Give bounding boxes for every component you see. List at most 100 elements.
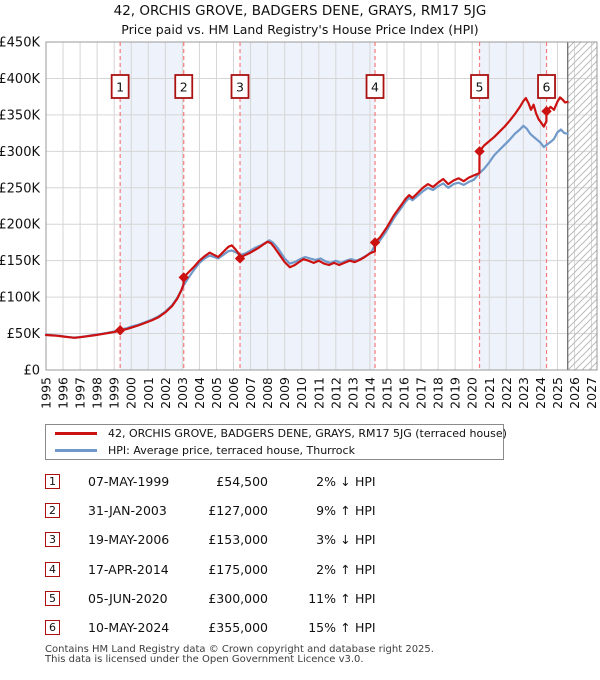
sale-point-marker [541, 106, 552, 117]
hpi-line-swatch [55, 449, 97, 452]
sale-price: £355,000 [208, 620, 268, 636]
property-line-swatch [55, 432, 97, 435]
x-axis-tick-label: 2013 [345, 377, 360, 409]
ownership-band [479, 42, 547, 370]
x-axis-tick-label: 2021 [482, 377, 497, 409]
x-axis-tick-label: 2010 [294, 377, 309, 409]
future-hatch-region [567, 42, 597, 370]
x-axis-tick-label: 2005 [209, 377, 224, 409]
sale-hpi-delta: 11% [308, 591, 336, 607]
sale-hpi-delta: 3% [316, 532, 336, 548]
sale-number-box [470, 74, 489, 99]
sale-number-box [537, 74, 556, 99]
sale-number-box-label: 4 [371, 80, 379, 95]
license-line-2: This data is licensed under the Open Gov… [45, 654, 364, 665]
sale-point-marker [234, 253, 246, 264]
sale-price: £300,000 [208, 591, 268, 607]
hpi-label: HPI [355, 532, 376, 548]
x-axis-tick-label: 2020 [465, 377, 480, 409]
x-axis-tick-label: 2000 [124, 377, 139, 409]
x-axis-tick-label: 2006 [226, 377, 241, 409]
arrow-down-icon: ↓ [340, 532, 351, 548]
table-row: 6 10-MAY-2024 £355,000 15% ↑ HPI [45, 620, 465, 636]
arrow-up-icon: ↑ [340, 502, 351, 518]
legend-label-property: 42, ORCHIS GROVE, BADGERS DENE, GRAYS, R… [108, 427, 507, 440]
x-axis-tick-label: 2003 [175, 377, 190, 409]
sale-number-box [110, 74, 130, 99]
sale-number-badge: 1 [45, 473, 60, 489]
chart-title: 42, ORCHIS GROVE, BADGERS DENE, GRAYS, R… [113, 3, 487, 19]
x-axis-tick-label: 1996 [56, 377, 71, 409]
hpi-label: HPI [355, 502, 376, 518]
property-price-line [44, 96, 569, 339]
table-row: 3 19-MAY-2006 £153,000 3% ↓ HPI [45, 532, 465, 548]
sale-number-box [174, 74, 194, 99]
x-axis-tick-label: 2025 [550, 377, 565, 409]
y-axis-tick-label: £450K [0, 36, 40, 51]
sale-point-marker [178, 272, 189, 283]
sale-date: 17-APR-2014 [88, 561, 169, 577]
x-axis-tick-label: 1998 [90, 377, 105, 409]
sale-point-marker [474, 146, 485, 157]
sale-point-marker [369, 237, 381, 248]
x-axis-tick-label: 2001 [141, 377, 156, 409]
sale-hpi-delta: 9% [316, 502, 336, 518]
price-chart: 1 2 3 4 5 6 £0 £50K £100K £150K £200K £250K £300K £35… [0, 36, 599, 409]
hpi-label: HPI [355, 561, 376, 577]
arrow-up-icon: ↑ [340, 620, 351, 636]
table-row: 5 05-JUN-2020 £300,000 11% ↑ HPI [45, 591, 465, 607]
x-axis-tick-label: 1995 [39, 377, 54, 409]
license-line-1: Contains HM Land Registry data © Crown c… [45, 644, 434, 655]
sale-hpi-delta: 2% [316, 473, 336, 489]
x-axis-tick-label: 2019 [448, 377, 463, 409]
x-axis-tick-label: 2027 [584, 377, 599, 409]
arrow-up-icon: ↑ [340, 561, 351, 577]
legend-item-property: 42, ORCHIS GROVE, BADGERS DENE, GRAYS, R… [55, 427, 507, 441]
sale-number-box-label: 6 [543, 80, 551, 95]
chart-subtitle: Price paid vs. HM Land Registry's House … [121, 22, 479, 37]
sale-number-badge: 5 [45, 591, 60, 607]
sale-number-box [230, 74, 250, 99]
x-axis-tick-label: 2004 [192, 377, 207, 409]
y-axis-tick-label: £50K [7, 327, 41, 342]
x-axis-tick-label: 2015 [379, 377, 394, 409]
sale-hpi-delta: 15% [308, 620, 336, 636]
x-axis-tick-label: 2008 [260, 377, 275, 409]
hpi-label: HPI [355, 620, 376, 636]
x-axis-tick-label: 2014 [362, 377, 377, 409]
sale-number-badge: 4 [45, 561, 60, 577]
plot-frame [45, 41, 598, 371]
table-row: 1 07-MAY-1999 £54,500 2% ↓ HPI [45, 473, 465, 489]
sale-date: 10-MAY-2024 [88, 620, 170, 636]
sale-number-box-label: 5 [476, 80, 484, 95]
x-axis-tick-label: 2011 [311, 377, 326, 409]
sale-number-box [365, 74, 385, 99]
x-axis-tick-label: 2017 [414, 377, 429, 409]
y-axis-tick-label: £100K [0, 291, 40, 306]
arrow-up-icon: ↑ [340, 591, 351, 607]
x-axis-tick-label: 2022 [499, 377, 514, 409]
sale-hpi-delta: 2% [316, 561, 336, 577]
sale-date: 05-JUN-2020 [88, 591, 168, 607]
sale-number-box-label: 3 [236, 80, 244, 95]
sale-number-badge: 3 [45, 532, 60, 548]
legend-label-hpi: HPI: Average price, terraced house, Thur… [108, 444, 355, 457]
y-axis-tick-label: £0 [23, 364, 40, 379]
sales-table: 1 07-MAY-1999 £54,500 2% ↓ HPI 2 31-JAN-… [45, 473, 465, 649]
y-axis-tick-label: £200K [0, 218, 40, 233]
x-axis-tick-label: 2007 [243, 377, 258, 409]
y-axis-tick-label: £350K [0, 108, 40, 123]
table-row: 4 17-APR-2014 £175,000 2% ↑ HPI [45, 561, 465, 577]
x-axis-tick-label: 2023 [516, 377, 531, 409]
x-axis-tick-label: 2002 [158, 377, 173, 409]
x-axis-tick-label: 1997 [73, 377, 88, 409]
y-axis-tick-label: £250K [0, 181, 40, 196]
sale-number-box-label: 2 [180, 80, 188, 95]
sale-date: 19-MAY-2006 [88, 532, 170, 548]
sale-price: £153,000 [208, 532, 268, 548]
arrow-down-icon: ↓ [340, 473, 351, 489]
table-row: 2 31-JAN-2003 £127,000 9% ↑ HPI [45, 502, 465, 518]
sale-price: £175,000 [208, 561, 268, 577]
hpi-label: HPI [355, 591, 376, 607]
